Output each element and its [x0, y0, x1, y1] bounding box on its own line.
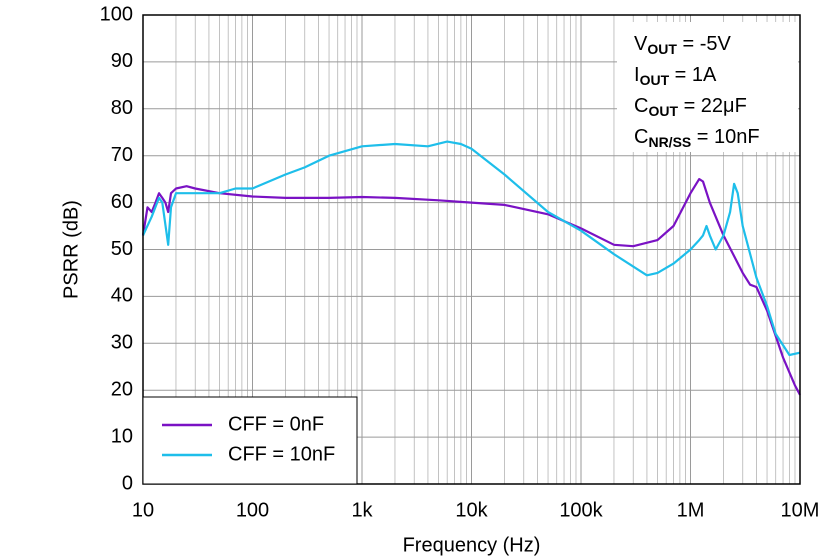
annotation-text: = 1A — [669, 64, 717, 86]
x-tick-label: 10 — [132, 499, 154, 521]
y-tick-label: 70 — [111, 144, 133, 166]
legend-label: CFF = 0nF — [228, 413, 324, 435]
x-tick-label: 10M — [781, 499, 820, 521]
annotation-subscript: OUT — [648, 103, 678, 119]
y-tick-label: 60 — [111, 191, 133, 213]
annotation-text: = 10nF — [691, 126, 759, 148]
annotation-text: = 22μF — [678, 95, 747, 117]
x-tick-label: 1M — [677, 499, 705, 521]
data-line — [141, 178, 801, 396]
y-tick-label: 10 — [111, 425, 133, 447]
y-tick-label: 80 — [111, 97, 133, 119]
x-tick-label: 10k — [455, 499, 488, 521]
y-tick-label: 50 — [111, 238, 133, 260]
annotation-text: C — [634, 95, 648, 117]
y-tick-label: 30 — [111, 332, 133, 354]
y-tick-label: 90 — [111, 50, 133, 72]
annotation: COUT = 22μF — [634, 95, 747, 118]
annotation-text: I — [634, 64, 640, 86]
annotation-subscript: OUT — [640, 72, 670, 88]
x-tick-label: 1k — [351, 499, 373, 521]
annotation: CNR/SS = 10nF — [634, 126, 760, 149]
x-tick-label: 100k — [559, 499, 603, 521]
y-tick-label: 100 — [100, 3, 133, 25]
y-tick-label: 0 — [122, 472, 133, 494]
y-tick-label: 40 — [111, 285, 133, 307]
legend-box — [142, 396, 358, 485]
annotation: VOUT = -5V — [634, 33, 731, 56]
annotation-subscript: NR/SS — [648, 134, 691, 150]
y-tick-label: 20 — [111, 378, 133, 400]
y-axis-title: PSRR (dB) — [60, 200, 82, 299]
annotation-text: = -5V — [677, 33, 732, 55]
plot-frame — [142, 14, 801, 485]
x-tick-label: 100 — [236, 499, 269, 521]
x-axis-title: Frequency (Hz) — [403, 534, 541, 556]
annotation-subscript: OUT — [647, 41, 677, 57]
data-line — [142, 140, 801, 357]
annotation-box — [617, 22, 798, 152]
annotation-text: C — [634, 126, 648, 148]
annotation-text: V — [634, 33, 648, 55]
annotation: IOUT = 1A — [634, 64, 717, 87]
legend-label: CFF = 10nF — [228, 443, 335, 465]
